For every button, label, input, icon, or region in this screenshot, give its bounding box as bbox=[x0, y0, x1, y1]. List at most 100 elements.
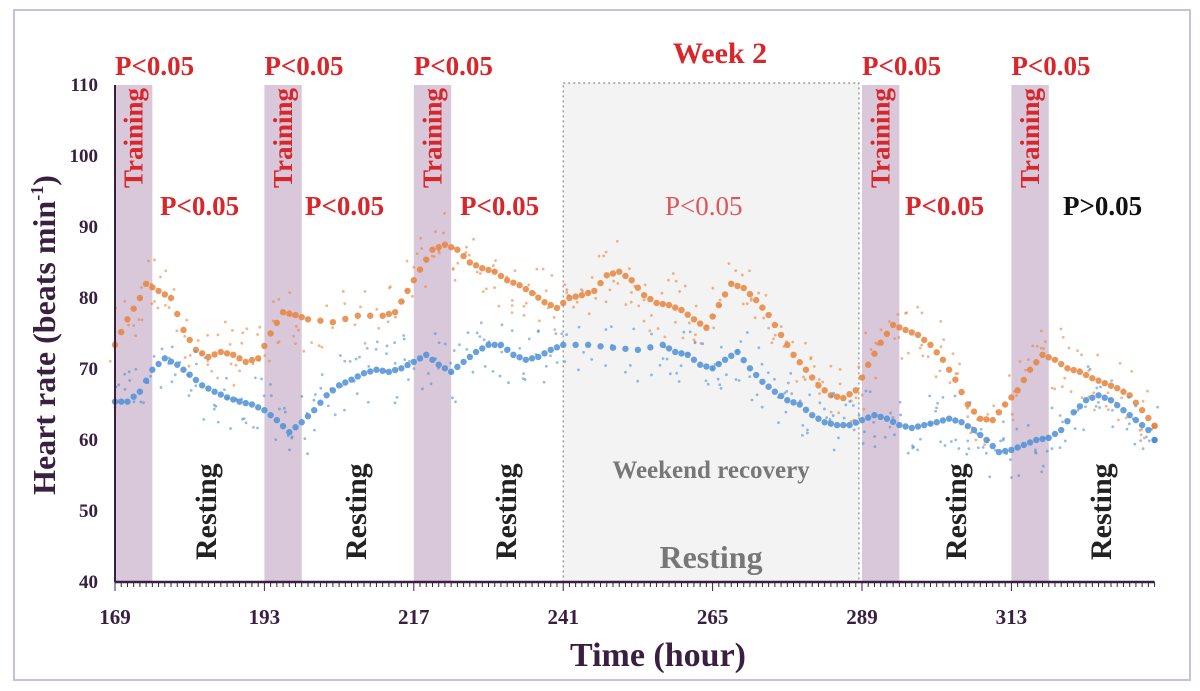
blue-mean-point bbox=[454, 363, 461, 371]
blue-mean-point bbox=[622, 345, 629, 352]
blue-raw-point bbox=[421, 387, 424, 391]
blue-raw-point bbox=[789, 372, 793, 375]
mid-pvalue-label: P<0.05 bbox=[905, 191, 984, 221]
blue-raw-point bbox=[919, 437, 922, 441]
orange-mean-point bbox=[547, 301, 554, 309]
orange-mean-point bbox=[952, 376, 959, 383]
orange-raw-point bbox=[934, 375, 938, 379]
x-tick-label: 265 bbox=[697, 605, 729, 629]
orange-mean-point bbox=[871, 350, 878, 357]
blue-raw-point bbox=[891, 416, 895, 419]
blue-raw-point bbox=[402, 334, 406, 337]
orange-raw-point bbox=[829, 364, 833, 368]
blue-raw-point bbox=[737, 379, 741, 382]
orange-mean-point bbox=[441, 241, 449, 248]
blue-raw-point bbox=[1005, 452, 1008, 456]
blue-raw-point bbox=[452, 349, 456, 353]
blue-raw-point bbox=[1086, 365, 1090, 368]
orange-raw-point bbox=[779, 325, 783, 328]
blue-raw-point bbox=[1045, 449, 1049, 453]
orange-raw-point bbox=[1018, 360, 1022, 363]
blue-raw-point bbox=[677, 380, 681, 383]
blue-mean-point bbox=[485, 341, 492, 349]
orange-mean-point bbox=[659, 300, 666, 308]
orange-mean-point bbox=[796, 359, 803, 366]
orange-raw-point bbox=[1096, 353, 1100, 357]
blue-mean-point bbox=[516, 354, 523, 361]
blue-raw-point bbox=[844, 403, 848, 407]
blue-mean-point bbox=[796, 401, 803, 408]
blue-mean-point bbox=[447, 368, 455, 376]
blue-mean-point bbox=[865, 414, 872, 421]
orange-mean-point bbox=[535, 294, 542, 301]
orange-raw-point bbox=[951, 352, 955, 356]
orange-raw-point bbox=[1080, 353, 1083, 357]
blue-raw-point bbox=[777, 421, 780, 425]
blue-raw-point bbox=[146, 381, 150, 385]
blue-mean-point bbox=[752, 371, 760, 379]
orange-raw-point bbox=[240, 341, 244, 345]
blue-mean-point bbox=[553, 344, 561, 351]
orange-raw-point bbox=[948, 381, 952, 385]
blue-mean-point bbox=[746, 365, 754, 372]
orange-raw-point bbox=[572, 305, 575, 309]
orange-raw-point bbox=[587, 289, 590, 293]
blue-raw-point bbox=[718, 383, 722, 387]
blue-raw-point bbox=[326, 404, 330, 408]
blue-raw-point bbox=[675, 371, 679, 375]
orange-raw-point bbox=[153, 299, 156, 303]
orange-raw-point bbox=[916, 305, 920, 309]
blue-mean-point bbox=[311, 406, 318, 414]
blue-raw-point bbox=[868, 390, 872, 394]
orange-raw-point bbox=[642, 298, 646, 302]
orange-mean-point bbox=[809, 374, 816, 381]
blue-raw-point bbox=[393, 401, 397, 405]
blue-raw-point bbox=[500, 323, 504, 327]
blue-raw-point bbox=[1034, 448, 1037, 452]
blue-mean-point bbox=[1145, 426, 1152, 434]
orange-raw-point bbox=[1015, 394, 1018, 397]
orange-raw-point bbox=[1124, 416, 1128, 420]
blue-raw-point bbox=[367, 364, 371, 368]
blue-raw-point bbox=[1015, 427, 1019, 431]
orange-raw-point bbox=[671, 272, 675, 275]
top-pvalue-label: P<0.05 bbox=[264, 51, 343, 81]
blue-mean-point bbox=[852, 419, 859, 426]
blue-mean-point bbox=[914, 423, 922, 430]
orange-raw-point bbox=[420, 247, 424, 250]
orange-mean-point bbox=[560, 299, 567, 307]
blue-mean-point bbox=[1008, 446, 1015, 454]
orange-mean-point bbox=[889, 321, 897, 329]
orange-mean-point bbox=[429, 246, 436, 253]
orange-mean-point bbox=[286, 310, 293, 317]
orange-mean-point bbox=[304, 316, 312, 323]
orange-raw-point bbox=[405, 259, 409, 263]
orange-mean-point bbox=[865, 361, 872, 368]
orange-mean-point bbox=[479, 264, 486, 272]
orange-raw-point bbox=[325, 304, 329, 308]
blue-mean-point bbox=[896, 421, 903, 429]
orange-raw-point bbox=[272, 300, 275, 304]
orange-raw-point bbox=[127, 323, 130, 327]
blue-raw-point bbox=[260, 377, 263, 381]
mid-pvalue-label: P<0.05 bbox=[305, 191, 384, 221]
blue-raw-point bbox=[663, 345, 667, 349]
orange-mean-point bbox=[696, 320, 704, 327]
orange-raw-point bbox=[1063, 376, 1067, 380]
blue-raw-point bbox=[748, 375, 752, 379]
mid-pvalue-label: P>0.05 bbox=[1063, 191, 1142, 221]
blue-raw-point bbox=[451, 396, 454, 400]
blue-mean-point bbox=[634, 346, 642, 354]
x-tick-label: 217 bbox=[398, 605, 430, 629]
orange-raw-point bbox=[147, 259, 150, 263]
orange-mean-point bbox=[777, 331, 785, 339]
blue-mean-point bbox=[871, 411, 878, 419]
blue-raw-point bbox=[984, 451, 988, 455]
orange-mean-point bbox=[180, 326, 187, 334]
blue-raw-point bbox=[500, 350, 504, 354]
orange-raw-point bbox=[1008, 374, 1011, 377]
blue-raw-point bbox=[173, 373, 177, 377]
blue-raw-point bbox=[1084, 405, 1087, 409]
blue-mean-point bbox=[1138, 421, 1146, 429]
blue-raw-point bbox=[253, 376, 257, 380]
